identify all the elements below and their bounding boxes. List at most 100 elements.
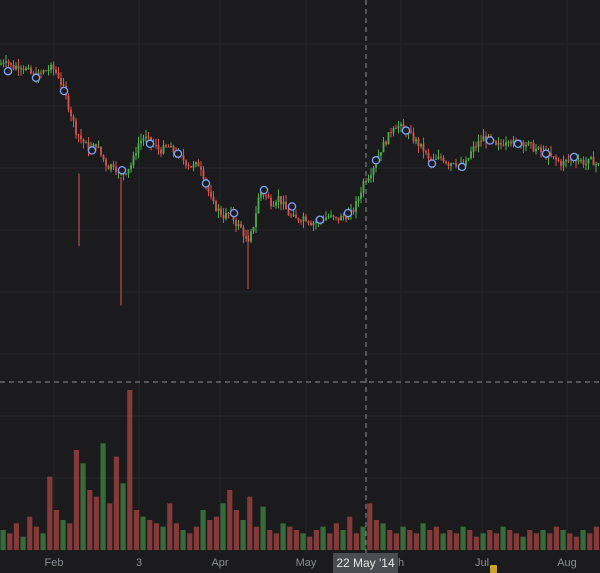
volume-bar <box>193 526 199 550</box>
volume-bar <box>20 536 26 550</box>
event-marker-icon[interactable] <box>259 185 269 195</box>
candle-body <box>157 145 160 150</box>
candle-body <box>215 201 217 211</box>
candle-body <box>585 163 587 165</box>
volume-bar <box>480 533 486 550</box>
candle-body <box>22 68 25 70</box>
candle-body <box>392 128 395 133</box>
candle-body <box>427 152 430 159</box>
volume-bar <box>560 530 566 550</box>
event-marker-icon[interactable] <box>485 136 495 145</box>
candle-body <box>45 70 47 72</box>
volume-bar <box>140 516 146 550</box>
candle-body <box>597 163 600 165</box>
time-axis <box>0 553 600 573</box>
event-marker-icon[interactable] <box>117 165 127 175</box>
candle-body <box>530 142 532 144</box>
candle-body <box>555 156 557 160</box>
volume-bar <box>13 523 19 550</box>
candle-body <box>540 147 542 152</box>
candle-body <box>185 160 187 166</box>
event-marker-icon[interactable] <box>87 146 97 155</box>
candle-body <box>162 145 165 154</box>
candle-body <box>7 61 10 63</box>
candle-body <box>272 205 275 207</box>
candle-body <box>400 124 402 126</box>
alert-marker-icon[interactable] <box>490 565 497 573</box>
volume-bar <box>513 533 519 550</box>
event-marker-icon[interactable] <box>427 159 437 168</box>
candle-body <box>467 158 470 161</box>
candle-body <box>387 132 390 145</box>
volume-bar <box>367 503 373 550</box>
volume-bar <box>33 526 39 550</box>
volume-bar <box>287 526 293 550</box>
candle-body <box>357 198 360 202</box>
volume-bar <box>320 526 326 550</box>
volume-bar <box>440 533 446 550</box>
candle-body <box>80 135 82 140</box>
volume-bar <box>53 510 59 550</box>
candle-body <box>252 226 255 232</box>
volume-bar <box>220 503 226 550</box>
volume-bar <box>553 526 559 550</box>
candle-body <box>422 143 425 152</box>
candle-body <box>485 136 487 142</box>
volume-bar <box>280 523 286 550</box>
candle-body <box>567 159 570 161</box>
event-marker-icon[interactable] <box>401 126 411 135</box>
candle-body <box>70 109 72 117</box>
event-marker-icon[interactable] <box>201 179 211 188</box>
event-marker-icon[interactable] <box>315 215 325 224</box>
event-marker-icon[interactable] <box>513 139 523 149</box>
event-marker-icon[interactable] <box>541 149 551 158</box>
event-markers[interactable] <box>3 66 579 224</box>
candle-body <box>290 215 292 217</box>
event-marker-icon[interactable] <box>229 208 239 218</box>
candle-body <box>465 160 467 165</box>
volume-bar <box>127 390 133 550</box>
candle-body <box>67 95 70 110</box>
volume-bar <box>353 533 359 550</box>
volume-bar <box>167 503 173 550</box>
volume-bar <box>293 530 299 550</box>
volume-bar <box>533 533 539 550</box>
candle-body <box>77 134 80 136</box>
candle-body <box>142 138 145 141</box>
event-marker-icon[interactable] <box>145 139 155 149</box>
event-marker-icon[interactable] <box>31 73 41 83</box>
event-marker-icon[interactable] <box>59 86 69 96</box>
candle-body <box>445 161 447 164</box>
event-marker-icon[interactable] <box>173 149 183 158</box>
event-marker-icon[interactable] <box>371 156 381 165</box>
candle-body <box>592 157 595 166</box>
event-marker-icon[interactable] <box>343 208 353 218</box>
candle-body <box>495 141 497 145</box>
volume-bar <box>393 533 399 550</box>
candle-body <box>130 165 132 170</box>
candle-body <box>197 162 200 167</box>
candle-body <box>32 73 35 75</box>
volume-bar <box>400 526 406 550</box>
volume-bar <box>407 530 413 550</box>
candle-body <box>587 158 590 164</box>
candle-body <box>372 167 375 176</box>
candle-body <box>270 198 272 207</box>
event-marker-icon[interactable] <box>457 162 467 172</box>
event-marker-icon[interactable] <box>287 202 297 211</box>
candle-body <box>332 215 335 217</box>
candle-body <box>522 141 525 147</box>
candle-body <box>557 159 560 162</box>
candle-body <box>455 163 457 166</box>
candle-body <box>325 217 327 221</box>
candle-body <box>160 149 162 154</box>
volume-bar <box>120 483 126 550</box>
event-marker-icon[interactable] <box>569 152 579 162</box>
volume-bar <box>500 526 506 550</box>
candle-body <box>257 197 260 214</box>
candle-body <box>155 144 157 146</box>
event-marker-icon[interactable] <box>3 66 13 76</box>
candle-body <box>27 67 30 69</box>
